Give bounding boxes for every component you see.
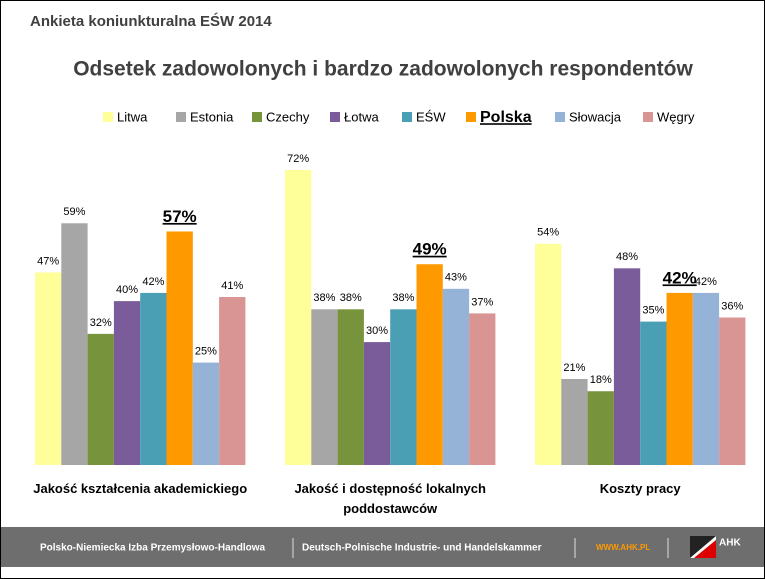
- legend-swatch: [402, 112, 412, 122]
- bar: [561, 378, 588, 465]
- category-label: Koszty pracy: [599, 481, 681, 496]
- legend-label: Łotwa: [344, 109, 379, 124]
- data-label: 57%: [163, 207, 197, 226]
- bar: [535, 243, 562, 465]
- bar: [719, 317, 746, 465]
- bar: [640, 321, 667, 465]
- bar: [692, 292, 720, 465]
- data-label: 41%: [221, 280, 243, 292]
- chart-title: Odsetek zadowolonych i bardzo zadowolony…: [73, 58, 693, 81]
- footer-middle: Deutsch-Polnische Industrie- und Handels…: [302, 543, 542, 554]
- legend-label: Litwa: [117, 109, 148, 124]
- data-label: 25%: [195, 345, 217, 357]
- data-label: 18%: [590, 374, 612, 386]
- subtitle: Ankieta koniunkturalna EŚW 2014: [30, 12, 272, 30]
- legend-swatch: [466, 112, 476, 122]
- legend-swatch: [555, 112, 565, 122]
- logo-text: AHK: [719, 538, 741, 549]
- bar: [416, 264, 443, 465]
- footer-left: Polsko-Niemiecka Izba Przemysłowo-Handlo…: [40, 543, 266, 554]
- legend-swatch: [103, 112, 113, 122]
- legend-swatch: [176, 112, 186, 122]
- bar: [666, 292, 693, 465]
- logo-flag: [690, 536, 716, 558]
- data-label: 35%: [642, 305, 664, 317]
- logo-flag: [694, 540, 716, 558]
- data-label: 30%: [366, 325, 388, 337]
- category-label: Jakość i dostępność lokalnych poddostawc…: [294, 481, 486, 516]
- data-label: 42%: [663, 268, 697, 287]
- legend-label: Czechy: [266, 109, 310, 124]
- data-label: 36%: [721, 300, 743, 312]
- data-label: 54%: [537, 227, 559, 239]
- bar: [337, 309, 364, 465]
- bar: [113, 301, 141, 465]
- data-label: 32%: [90, 317, 112, 329]
- data-label: 38%: [313, 292, 335, 304]
- bar: [87, 333, 114, 465]
- data-label: 42%: [695, 276, 717, 288]
- footer-url: WWW.AHK.PL: [596, 543, 650, 552]
- legend-label: Węgry: [657, 109, 695, 124]
- bar: [35, 272, 62, 465]
- footer-band: [1, 527, 764, 567]
- legend-swatch: [643, 112, 653, 122]
- bar: [613, 268, 641, 465]
- bar: [390, 309, 417, 465]
- data-label: 43%: [445, 272, 467, 284]
- bar: [219, 297, 246, 465]
- bar: [442, 288, 470, 465]
- bar: [166, 231, 193, 465]
- legend-swatch: [330, 112, 340, 122]
- bar: [587, 391, 614, 465]
- data-label: 59%: [63, 206, 85, 218]
- bar: [469, 313, 496, 465]
- category-label: Jakość kształcenia akademickiego: [33, 481, 248, 496]
- data-label: 48%: [616, 251, 638, 263]
- bar: [192, 362, 220, 465]
- bar: [363, 342, 391, 465]
- data-label: 42%: [142, 276, 164, 288]
- data-label: 21%: [563, 362, 585, 374]
- bar: [285, 170, 312, 465]
- data-label: 40%: [116, 284, 138, 296]
- legend-label: Estonia: [190, 109, 234, 124]
- data-label: 38%: [392, 292, 414, 304]
- legend-label: Polska: [480, 109, 532, 126]
- data-label: 38%: [340, 292, 362, 304]
- data-label: 47%: [37, 255, 59, 267]
- data-label: 72%: [287, 153, 309, 165]
- bar: [311, 309, 338, 465]
- data-label: 37%: [471, 296, 493, 308]
- data-label: 49%: [413, 240, 447, 259]
- legend-swatch: [252, 112, 262, 122]
- bar: [61, 223, 88, 465]
- bar: [140, 292, 167, 465]
- legend-label: Słowacja: [569, 109, 622, 124]
- legend-label: EŚW: [416, 109, 446, 124]
